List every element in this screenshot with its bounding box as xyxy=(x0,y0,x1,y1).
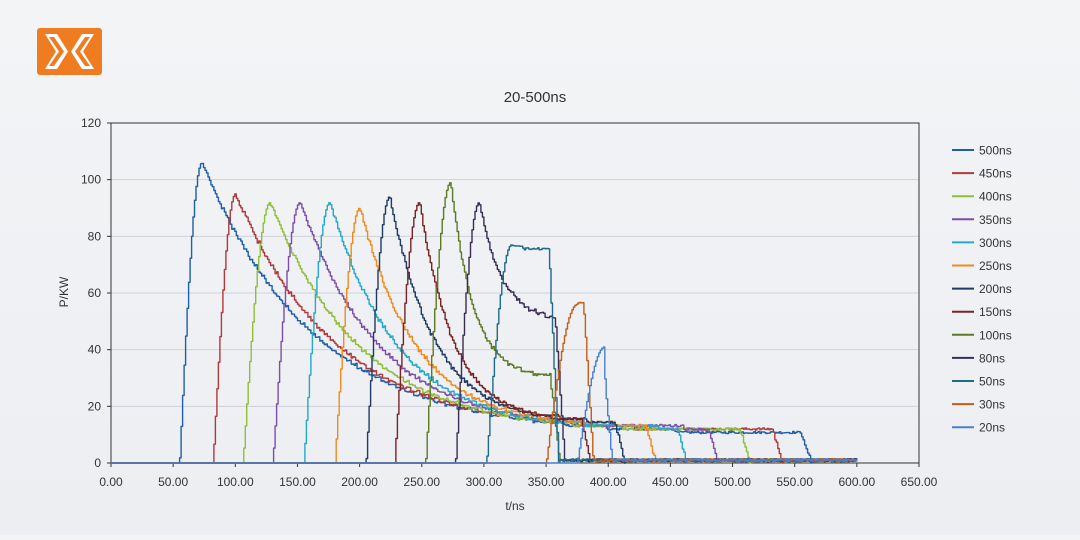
y-tick-label: 20 xyxy=(88,399,102,413)
y-axis-label: P/KW xyxy=(57,276,71,307)
x-tick-label: 400.00 xyxy=(590,475,627,489)
legend-label: 30ns xyxy=(979,398,1005,412)
x-tick-label: 450.00 xyxy=(652,475,689,489)
y-tick-label: 60 xyxy=(88,286,102,300)
x-tick-label: 50.00 xyxy=(158,475,188,489)
x-tick-label: 350.00 xyxy=(528,475,565,489)
grid-lines xyxy=(111,179,919,407)
x-tick-label: 550.00 xyxy=(776,475,813,489)
legend-label: 100ns xyxy=(979,328,1012,342)
y-tick-label: 120 xyxy=(81,116,101,130)
legend-label: 200ns xyxy=(979,282,1012,296)
x-tick-label: 200.00 xyxy=(341,475,378,489)
axes: 0 20 40 60 80 100 120 0.00 50.00 100.00 150.00 200.… xyxy=(81,116,938,489)
legend: 500ns 450ns 400ns 350ns 300ns 250ns 200ns 150ns… xyxy=(952,144,1012,435)
x-tick-label: 100.00 xyxy=(217,475,254,489)
legend-label: 500ns xyxy=(979,144,1012,158)
legend-label: 50ns xyxy=(979,375,1005,389)
legend-label: 150ns xyxy=(979,305,1012,319)
legend-label: 20ns xyxy=(979,421,1005,435)
y-tick-label: 80 xyxy=(88,229,102,243)
legend-label: 250ns xyxy=(979,259,1012,273)
legend-label: 80ns xyxy=(979,351,1005,365)
x-tick-label: 300.00 xyxy=(466,475,503,489)
x-tick-label: 500.00 xyxy=(714,475,751,489)
legend-label: 350ns xyxy=(979,213,1012,227)
x-tick-label: 650.00 xyxy=(901,475,938,489)
legend-label: 300ns xyxy=(979,236,1012,250)
series-line-30ns xyxy=(111,301,858,464)
y-tick-label: 0 xyxy=(94,456,101,470)
series-line-250ns xyxy=(111,207,858,464)
x-tick-label: 0.00 xyxy=(99,475,123,489)
chevron-mark-logo-icon xyxy=(45,34,94,69)
x-tick-label: 250.00 xyxy=(403,475,440,489)
brand-logo xyxy=(37,28,102,75)
y-tick-label: 100 xyxy=(81,173,101,187)
legend-label: 400ns xyxy=(979,190,1012,204)
legend-label: 450ns xyxy=(979,167,1012,181)
series-line-450ns xyxy=(111,193,858,464)
x-tick-label: 600.00 xyxy=(838,475,875,489)
series-group xyxy=(111,162,858,464)
chart-title: 20-500ns xyxy=(504,89,567,106)
x-axis-label: t/ns xyxy=(505,499,524,513)
x-tick-label: 150.00 xyxy=(279,475,316,489)
series-line-20ns xyxy=(111,346,858,464)
series-line-50ns xyxy=(111,244,858,464)
y-tick-label: 40 xyxy=(88,343,102,357)
series-line-200ns xyxy=(111,196,858,464)
